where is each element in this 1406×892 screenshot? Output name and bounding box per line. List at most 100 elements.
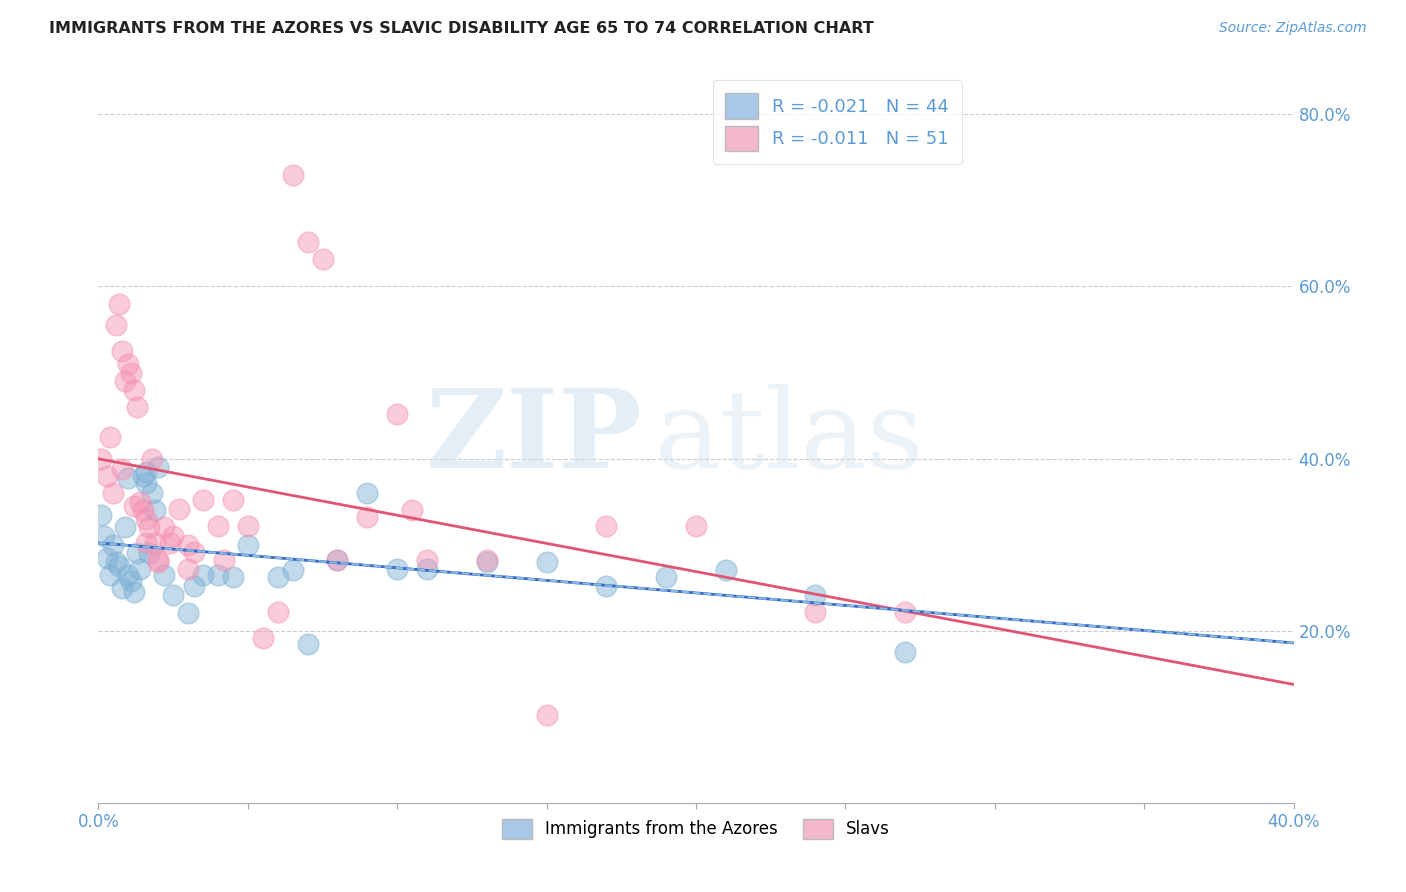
Point xyxy=(297,235,319,249)
Point xyxy=(177,538,200,552)
Point xyxy=(281,168,304,182)
Point xyxy=(135,512,157,526)
Point xyxy=(143,536,166,550)
Point xyxy=(326,553,349,567)
Point xyxy=(135,465,157,479)
Point xyxy=(141,486,163,500)
Point xyxy=(111,344,134,359)
Point xyxy=(191,567,214,582)
Point xyxy=(135,536,157,550)
Point xyxy=(297,637,319,651)
Point xyxy=(177,562,200,576)
Point xyxy=(162,529,184,543)
Point xyxy=(236,518,259,533)
Point xyxy=(111,462,134,476)
Point xyxy=(103,538,125,552)
Point xyxy=(167,501,190,516)
Point xyxy=(177,607,200,621)
Point xyxy=(96,550,118,565)
Point xyxy=(191,492,214,507)
Point xyxy=(153,567,176,582)
Point xyxy=(124,499,146,513)
Point xyxy=(162,588,184,602)
Point xyxy=(103,486,125,500)
Point xyxy=(127,546,149,560)
Point xyxy=(127,400,149,414)
Point xyxy=(124,585,146,599)
Point xyxy=(148,555,170,569)
Point xyxy=(111,581,134,595)
Point xyxy=(714,564,737,578)
Point xyxy=(132,468,155,483)
Point xyxy=(117,357,139,371)
Point xyxy=(326,553,349,567)
Point xyxy=(385,407,409,421)
Point xyxy=(132,503,155,517)
Point xyxy=(212,553,235,567)
Point xyxy=(804,588,827,602)
Point xyxy=(475,555,498,569)
Point xyxy=(135,475,157,490)
Point xyxy=(222,492,245,507)
Point xyxy=(401,503,423,517)
Point xyxy=(281,564,304,578)
Text: atlas: atlas xyxy=(654,384,924,491)
Point xyxy=(183,579,205,593)
Point xyxy=(475,553,498,567)
Point xyxy=(90,508,112,522)
Point xyxy=(311,252,333,266)
Point xyxy=(98,567,122,582)
Point xyxy=(143,503,166,517)
Point xyxy=(236,538,259,552)
Point xyxy=(252,631,274,645)
Point xyxy=(117,471,139,485)
Point xyxy=(138,546,160,560)
Text: IMMIGRANTS FROM THE AZORES VS SLAVIC DISABILITY AGE 65 TO 74 CORRELATION CHART: IMMIGRANTS FROM THE AZORES VS SLAVIC DIS… xyxy=(49,21,875,36)
Point xyxy=(124,383,146,397)
Point xyxy=(90,451,112,466)
Point xyxy=(96,468,118,483)
Point xyxy=(595,579,617,593)
Point xyxy=(416,553,439,567)
Point xyxy=(129,494,152,508)
Point xyxy=(108,296,131,310)
Point xyxy=(114,374,136,388)
Point xyxy=(120,574,142,588)
Point xyxy=(894,645,917,659)
Point xyxy=(105,318,128,333)
Point xyxy=(207,518,229,533)
Point xyxy=(129,562,152,576)
Point xyxy=(356,486,378,500)
Point xyxy=(98,430,122,444)
Point xyxy=(655,570,678,584)
Point xyxy=(536,555,558,569)
Point xyxy=(685,518,707,533)
Point xyxy=(385,562,409,576)
Point xyxy=(159,536,181,550)
Text: Source: ZipAtlas.com: Source: ZipAtlas.com xyxy=(1219,21,1367,35)
Point xyxy=(183,544,205,558)
Text: ZIP: ZIP xyxy=(426,384,643,491)
Point xyxy=(108,559,131,574)
Point xyxy=(356,510,378,524)
Point xyxy=(804,605,827,619)
Point xyxy=(894,605,917,619)
Point xyxy=(148,553,170,567)
Point xyxy=(153,520,176,534)
Point xyxy=(595,518,617,533)
Point xyxy=(207,567,229,582)
Point xyxy=(120,366,142,380)
Point xyxy=(117,567,139,582)
Point xyxy=(416,562,439,576)
Point xyxy=(222,570,245,584)
Point xyxy=(267,605,290,619)
Point xyxy=(536,708,558,723)
Point xyxy=(141,451,163,466)
Point xyxy=(148,460,170,475)
Point xyxy=(138,520,160,534)
Point xyxy=(114,520,136,534)
Legend: Immigrants from the Azores, Slavs: Immigrants from the Azores, Slavs xyxy=(495,812,897,846)
Point xyxy=(93,529,115,543)
Point xyxy=(105,555,128,569)
Point xyxy=(267,570,290,584)
